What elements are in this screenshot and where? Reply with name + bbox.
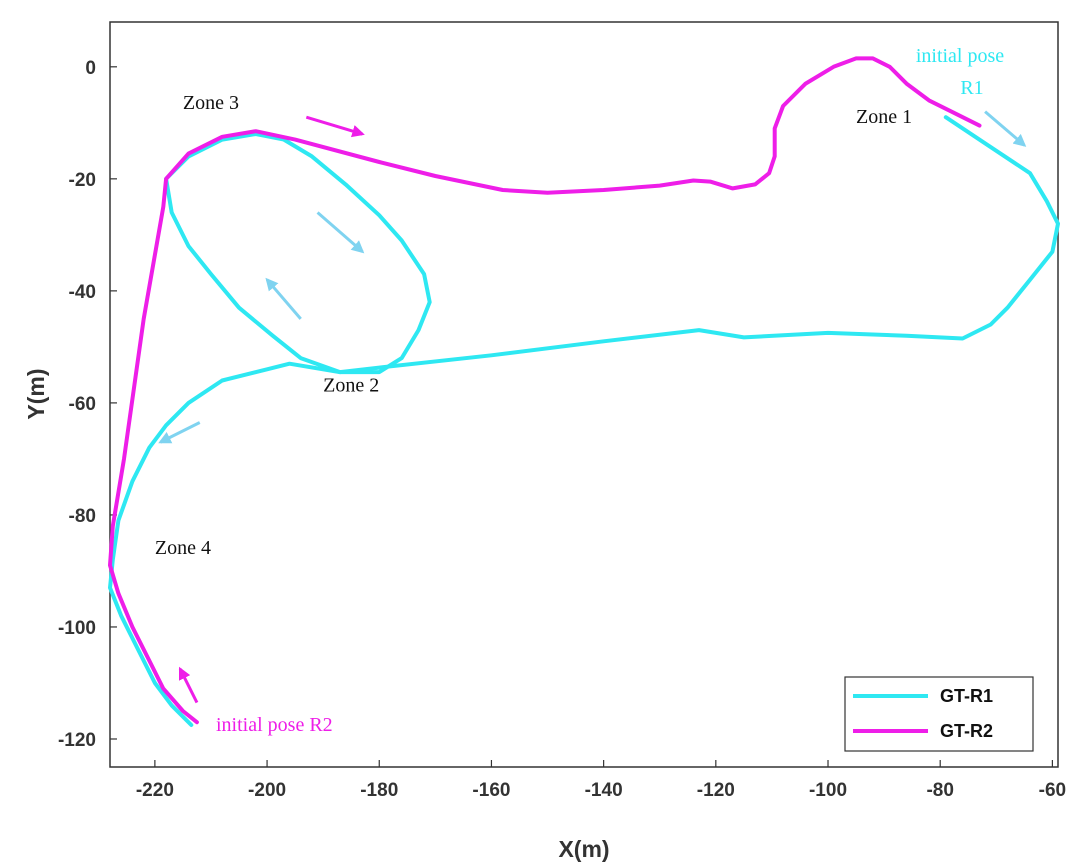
x-tick-label-1: -200: [248, 780, 286, 801]
x-tick-label-7: -80: [926, 780, 953, 801]
direction-arrow-0: [305, 115, 365, 138]
x-tick-label-5: -120: [697, 780, 735, 801]
y-tick-label-0: 0: [85, 58, 96, 79]
y-tick-label-4: -80: [69, 506, 96, 527]
direction-arrow-2: [316, 211, 365, 254]
series-line-2: [108, 56, 982, 725]
direction-arrow-1: [984, 110, 1027, 147]
x-axis-label: X(m): [558, 836, 609, 862]
legend-label-gt-r2: GT-R2: [940, 721, 993, 741]
legend: GT-R1 GT-R2: [844, 676, 1034, 752]
initial-pose-r1-label-line2: R1: [960, 77, 983, 99]
y-tick-label-5: -100: [58, 618, 96, 639]
initial-pose-r2-label: initial pose R2: [216, 714, 333, 736]
direction-arrows: [158, 110, 1027, 704]
x-tick-label-3: -160: [472, 780, 510, 801]
x-tick-label-0: -220: [136, 780, 174, 801]
y-axis-ticks: 0 -20 -40 -60 -80 -100 -120: [58, 58, 117, 751]
direction-arrow-4: [158, 421, 201, 444]
zone-label-4: Zone 4: [155, 537, 211, 559]
y-tick-label-3: -60: [69, 394, 96, 415]
zone-label-3: Zone 3: [183, 92, 239, 114]
zone-annotations: Zone 1 Zone 2 Zone 3 Zone 4: [155, 92, 912, 559]
direction-arrow-5: [178, 666, 199, 704]
zone-label-1: Zone 1: [856, 106, 912, 128]
series-line-0: [108, 115, 1060, 727]
legend-box: [844, 676, 1034, 752]
x-axis-ticks: -220 -200 -180 -160 -140 -120 -100 -80 -60: [136, 760, 1066, 801]
x-tick-label-6: -100: [809, 780, 847, 801]
legend-label-gt-r1: GT-R1: [940, 686, 993, 706]
y-tick-label-1: -20: [69, 170, 96, 191]
initial-pose-r1-label-line1: initial pose: [916, 45, 1004, 67]
direction-arrow-3: [265, 277, 302, 320]
series-layer: [108, 56, 1060, 727]
y-tick-label-6: -120: [58, 730, 96, 751]
y-tick-label-2: -40: [69, 282, 96, 303]
x-tick-label-4: -140: [585, 780, 623, 801]
x-tick-label-8: -60: [1039, 780, 1066, 801]
plot-area-frame: [109, 21, 1059, 768]
y-axis-label: Y(m): [23, 368, 49, 419]
series-line-1: [164, 132, 432, 375]
x-tick-label-2: -180: [360, 780, 398, 801]
zone-label-2: Zone 2: [323, 375, 379, 397]
